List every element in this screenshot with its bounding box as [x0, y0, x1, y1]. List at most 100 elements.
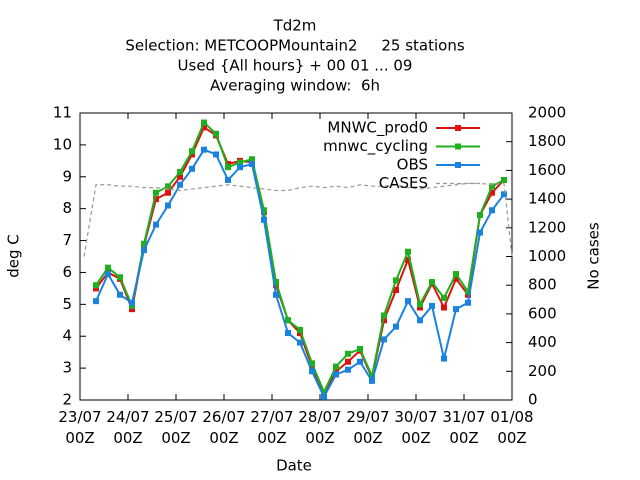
series-marker	[93, 285, 99, 292]
y2-tick-label: 1200	[528, 218, 566, 236]
series-marker	[333, 363, 339, 370]
series-marker	[225, 164, 231, 171]
series-marker	[429, 302, 435, 309]
series-marker	[189, 151, 195, 158]
series-marker	[489, 183, 495, 190]
series-marker	[153, 189, 159, 196]
chart-title: Used {All hours} + 00 01 ... 09	[178, 57, 413, 75]
series-marker	[345, 358, 351, 365]
series-marker	[309, 368, 315, 375]
series-marker	[213, 130, 219, 137]
series-marker	[333, 368, 339, 375]
series-marker	[489, 207, 495, 214]
series-marker	[249, 161, 255, 168]
series-marker	[501, 176, 507, 183]
chart-title: Selection: METCOOPMountain2 25 stations	[125, 37, 465, 55]
chart-title: Averaging window: 6h	[210, 77, 380, 95]
y-tick-label: 6	[62, 263, 72, 281]
series-marker	[237, 164, 243, 171]
series-marker	[201, 119, 207, 126]
y-tick-label: 8	[62, 199, 72, 217]
series-marker	[501, 191, 507, 198]
series-marker	[117, 291, 123, 298]
series-marker	[177, 168, 183, 175]
x-tick-label: 23/07 00Z	[58, 408, 102, 447]
series-marker	[93, 282, 99, 289]
series-marker	[129, 302, 135, 309]
series-marker	[417, 301, 423, 308]
y2-axis-label: No cases	[585, 222, 603, 290]
series-marker	[357, 358, 363, 365]
y2-tick-label: 1400	[528, 190, 566, 208]
y-axis-label: deg C	[5, 234, 23, 278]
x-tick-label: 29/07 00Z	[346, 408, 390, 447]
series-marker	[453, 306, 459, 313]
series-marker	[129, 306, 135, 313]
series-marker	[345, 366, 351, 373]
x-tick-label: 24/07 00Z	[106, 408, 150, 447]
series-marker	[309, 363, 315, 370]
x-tick-label: 27/07 00Z	[250, 408, 294, 447]
series-marker	[129, 299, 135, 306]
series-marker	[165, 202, 171, 209]
series-marker	[477, 229, 483, 236]
y2-tick-label: 800	[528, 276, 557, 294]
series-marker	[309, 360, 315, 367]
x-tick-label: 28/07 00Z	[298, 408, 342, 447]
series-marker	[381, 336, 387, 343]
series-marker	[285, 330, 291, 337]
series-marker	[333, 371, 339, 378]
y-tick-label: 11	[53, 104, 72, 122]
y2-tick-label: 0	[528, 391, 538, 409]
chart-title: Td2m	[273, 17, 317, 35]
series-marker	[141, 240, 147, 247]
legend-marker	[455, 125, 461, 131]
series-marker	[429, 279, 435, 286]
plot-border	[79, 112, 513, 401]
series-marker	[165, 183, 171, 190]
series-marker	[465, 291, 471, 298]
series-marker	[117, 274, 123, 281]
series-marker	[201, 146, 207, 153]
legend-label: mnwc_cycling	[323, 137, 428, 156]
series-marker	[297, 326, 303, 333]
legend-marker	[455, 143, 461, 150]
series-marker	[441, 355, 447, 362]
series-marker	[189, 148, 195, 155]
series-marker	[201, 124, 207, 131]
legend-marker	[455, 162, 461, 168]
series-marker	[273, 291, 279, 298]
series-marker	[177, 181, 183, 188]
y-tick-label: 5	[62, 295, 72, 313]
series-marker	[417, 317, 423, 324]
legend-label: OBS	[397, 156, 428, 174]
y-tick-label: 3	[62, 359, 72, 377]
series-marker	[225, 176, 231, 183]
series-marker	[273, 279, 279, 286]
series-marker	[405, 248, 411, 255]
legend-label: CASES	[379, 174, 428, 192]
series-marker	[141, 247, 147, 254]
y2-tick-label: 1600	[528, 161, 566, 179]
series-marker	[393, 286, 399, 293]
x-tick-label: 01/08 00Z	[490, 408, 534, 447]
series-marker	[393, 323, 399, 330]
x-axis-label: Date	[276, 457, 312, 475]
series-marker	[441, 294, 447, 301]
series-marker	[489, 189, 495, 196]
series-marker	[357, 345, 363, 352]
series-marker	[465, 299, 471, 306]
series-marker	[393, 277, 399, 284]
series-marker	[381, 312, 387, 319]
series-marker	[465, 288, 471, 295]
x-tick-label: 26/07 00Z	[202, 408, 246, 447]
series-marker	[321, 389, 327, 396]
series-marker	[321, 393, 327, 400]
series-marker	[285, 317, 291, 324]
series-marker	[189, 165, 195, 172]
x-tick-label: 25/07 00Z	[154, 408, 198, 447]
series-marker	[93, 298, 99, 305]
series-marker	[261, 216, 267, 223]
